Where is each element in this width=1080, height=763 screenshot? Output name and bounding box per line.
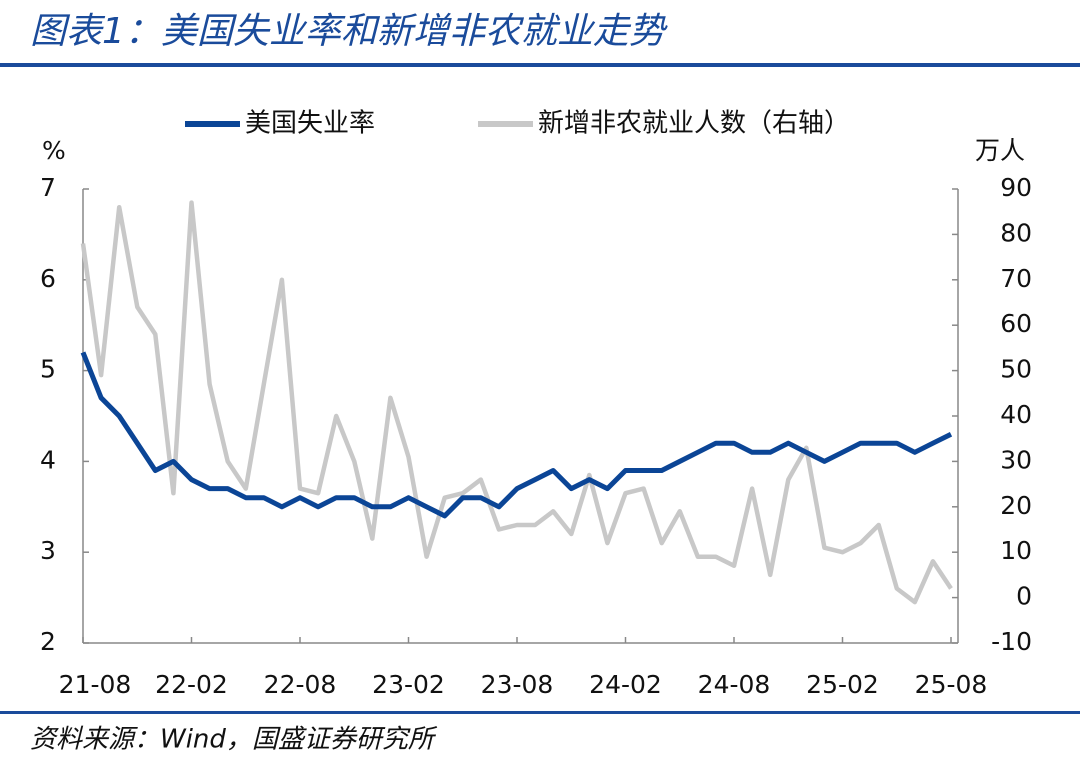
series-line: [80, 200, 953, 605]
legend-label: 新增非农就业人数（右轴）: [538, 109, 850, 139]
x-tick-label: 23-02: [372, 670, 445, 699]
x-tick-label: 24-08: [698, 670, 771, 699]
y2-tick-label: 10: [1000, 536, 1032, 565]
y-tick-label: 3: [40, 536, 56, 565]
x-tick-label: 25-02: [806, 670, 879, 699]
x-tick-label: 24-02: [589, 670, 662, 699]
y-tick-label: 2: [40, 627, 56, 656]
y2-axis-label: 万人: [975, 136, 1025, 165]
y-tick-label: 5: [40, 355, 56, 384]
y2-tick-label: 40: [1000, 400, 1032, 429]
x-tick-label: 21-08: [59, 670, 132, 699]
y-axis-label: %: [42, 136, 66, 165]
source-note: 资料来源：Wind，国盛证券研究所: [30, 725, 438, 755]
y2-tick-label: 70: [1000, 264, 1032, 293]
y-tick-label: 6: [40, 264, 56, 293]
y2-tick-label: 30: [1000, 445, 1032, 474]
y-tick-label: 4: [40, 445, 56, 474]
y2-tick-label: 90: [1000, 173, 1032, 202]
source-rule: [0, 711, 1080, 714]
y2-tick-label: 0: [1016, 582, 1032, 611]
legend-label: 美国失业率: [245, 109, 375, 139]
x-tick-label: 23-08: [481, 670, 554, 699]
y-tick-label: 7: [40, 173, 56, 202]
y2-tick-label: 50: [1000, 355, 1032, 384]
y2-tick-label: 80: [1000, 218, 1032, 247]
title-rule: [0, 63, 1080, 67]
y2-tick-label: 20: [1000, 491, 1032, 520]
y2-tick-label: -10: [991, 627, 1032, 656]
series-line: [80, 351, 953, 519]
x-tick-label: 25-08: [915, 670, 988, 699]
y2-tick-label: 60: [1000, 309, 1032, 338]
x-tick-label: 22-08: [264, 670, 337, 699]
x-tick-label: 22-02: [155, 670, 228, 699]
chart-title: 图表1：美国失业率和新增非农就业走势: [30, 11, 668, 52]
